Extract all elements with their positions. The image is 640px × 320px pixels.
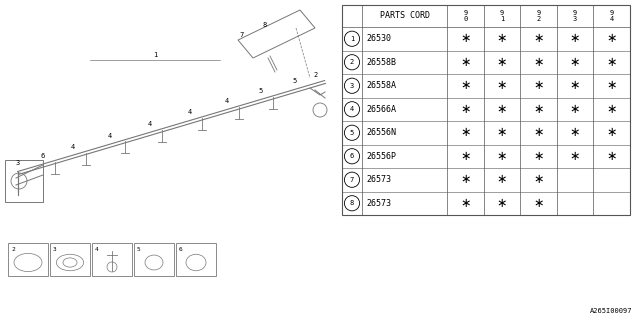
Text: ∗: ∗ <box>570 126 580 139</box>
Text: 8: 8 <box>350 200 354 206</box>
Text: 26573: 26573 <box>366 175 391 184</box>
Text: 9
2: 9 2 <box>536 10 541 22</box>
Bar <box>8 243 48 276</box>
Text: ∗: ∗ <box>607 103 617 116</box>
Text: ∗: ∗ <box>607 79 617 92</box>
Bar <box>5 160 43 202</box>
Text: PARTS CORD: PARTS CORD <box>380 12 429 20</box>
Text: 6: 6 <box>40 153 45 159</box>
Text: 4: 4 <box>350 106 354 112</box>
Text: 9
3: 9 3 <box>573 10 577 22</box>
Text: 26573: 26573 <box>366 199 391 208</box>
Text: ∗: ∗ <box>533 56 544 69</box>
Text: ∗: ∗ <box>533 79 544 92</box>
Text: ∗: ∗ <box>570 79 580 92</box>
Bar <box>176 243 216 276</box>
Text: 5: 5 <box>259 88 262 94</box>
Text: 6: 6 <box>179 247 183 252</box>
Text: ∗: ∗ <box>497 126 507 139</box>
Text: 3: 3 <box>53 247 57 252</box>
Text: ∗: ∗ <box>460 173 470 186</box>
Bar <box>134 243 174 276</box>
Text: ∗: ∗ <box>460 79 470 92</box>
Text: 9
4: 9 4 <box>609 10 614 22</box>
Text: ∗: ∗ <box>497 150 507 163</box>
Text: ∗: ∗ <box>570 32 580 45</box>
Text: 26556N: 26556N <box>366 128 396 137</box>
Text: 26558A: 26558A <box>366 81 396 90</box>
Text: 4: 4 <box>71 144 76 150</box>
Text: 26556P: 26556P <box>366 152 396 161</box>
Text: ∗: ∗ <box>497 103 507 116</box>
Text: 3: 3 <box>16 160 20 166</box>
Bar <box>342 5 630 215</box>
Text: ∗: ∗ <box>570 56 580 69</box>
Text: 1: 1 <box>153 52 157 58</box>
Text: ∗: ∗ <box>497 197 507 210</box>
Bar <box>92 243 132 276</box>
Text: ∗: ∗ <box>460 32 470 45</box>
Text: 9
1: 9 1 <box>500 10 504 22</box>
Text: 9
0: 9 0 <box>463 10 467 22</box>
Text: 3: 3 <box>350 83 354 89</box>
Text: ∗: ∗ <box>460 197 470 210</box>
Text: 2: 2 <box>350 59 354 65</box>
Text: 4: 4 <box>95 247 99 252</box>
Text: 4: 4 <box>188 109 192 115</box>
Text: ∗: ∗ <box>607 150 617 163</box>
Text: ∗: ∗ <box>497 56 507 69</box>
Text: 4: 4 <box>225 98 229 104</box>
Text: ∗: ∗ <box>533 32 544 45</box>
Text: ∗: ∗ <box>570 150 580 163</box>
Text: 5: 5 <box>292 78 296 84</box>
Text: 26566A: 26566A <box>366 105 396 114</box>
Text: ∗: ∗ <box>533 103 544 116</box>
Text: 5: 5 <box>350 130 354 136</box>
Text: 6: 6 <box>350 153 354 159</box>
Bar <box>50 243 90 276</box>
Text: 7: 7 <box>350 177 354 183</box>
Text: ∗: ∗ <box>533 150 544 163</box>
Text: ∗: ∗ <box>607 32 617 45</box>
Text: 26558B: 26558B <box>366 58 396 67</box>
Text: ∗: ∗ <box>460 150 470 163</box>
Text: 4: 4 <box>148 121 152 127</box>
Text: 1: 1 <box>350 36 354 42</box>
Text: 26530: 26530 <box>366 34 391 43</box>
Text: 5: 5 <box>137 247 141 252</box>
Text: ∗: ∗ <box>497 32 507 45</box>
Text: 8: 8 <box>263 22 267 28</box>
Text: ∗: ∗ <box>570 103 580 116</box>
Text: 2: 2 <box>314 72 318 78</box>
Text: ∗: ∗ <box>533 197 544 210</box>
Text: 7: 7 <box>240 32 244 38</box>
Text: ∗: ∗ <box>460 126 470 139</box>
Text: A265I00097: A265I00097 <box>589 308 632 314</box>
Text: ∗: ∗ <box>460 103 470 116</box>
Text: ∗: ∗ <box>607 126 617 139</box>
Text: ∗: ∗ <box>533 173 544 186</box>
Text: 4: 4 <box>108 133 112 139</box>
Text: ∗: ∗ <box>497 173 507 186</box>
Text: ∗: ∗ <box>533 126 544 139</box>
Text: ∗: ∗ <box>497 79 507 92</box>
Text: 2: 2 <box>11 247 15 252</box>
Text: ∗: ∗ <box>460 56 470 69</box>
Text: ∗: ∗ <box>607 56 617 69</box>
